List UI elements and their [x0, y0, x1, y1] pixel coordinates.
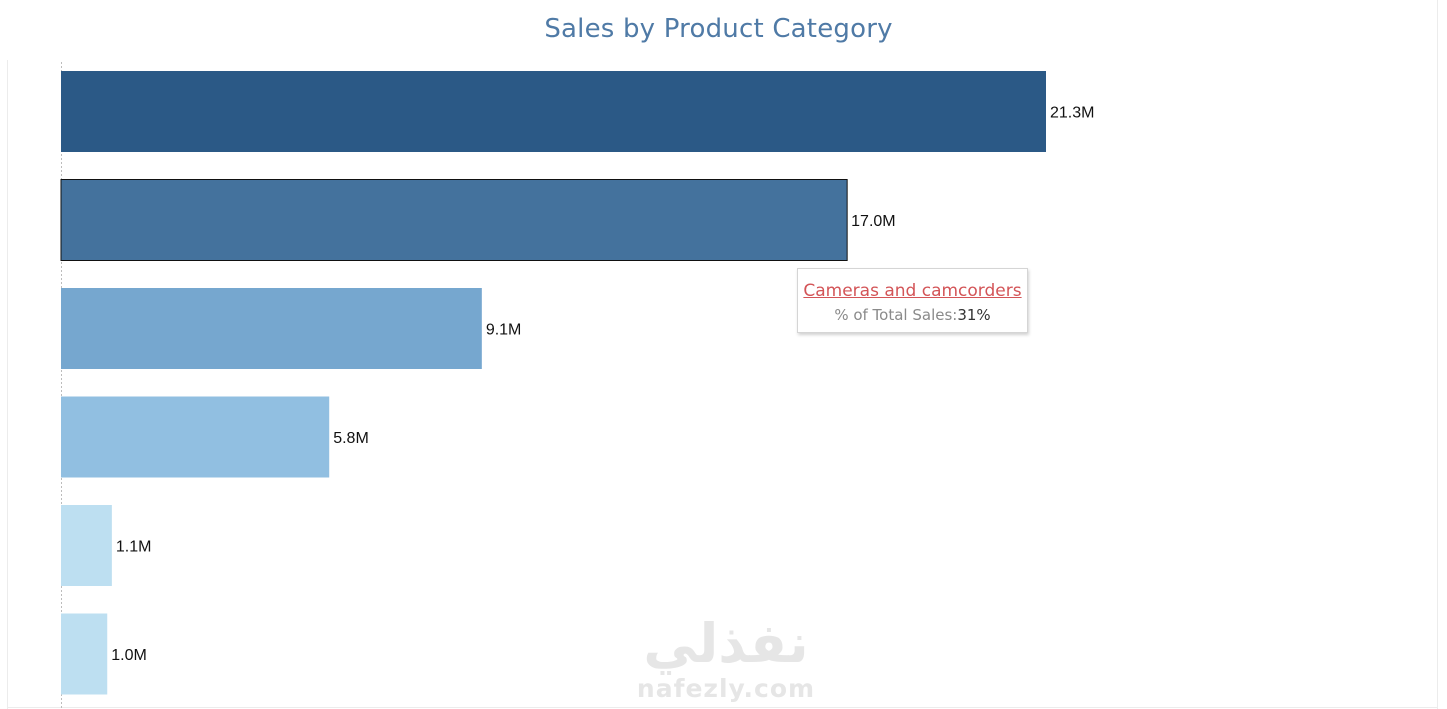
tooltip: Cameras and camcorders % of Total Sales:… [797, 268, 1028, 333]
bar-1[interactable] [61, 71, 1046, 152]
chart-title: Sales by Product Category [544, 14, 893, 44]
bar-5[interactable] [61, 505, 112, 586]
plot-border-right [1437, 0, 1438, 709]
bar-value-label-6: 1.0M [111, 647, 147, 664]
bar-4[interactable] [61, 396, 330, 478]
plot-border-bottom [7, 707, 1438, 708]
bar-value-label-2: 17.0M [851, 213, 895, 230]
bar-value-label-3: 9.1M [486, 322, 522, 339]
tooltip-metric-label: % of Total Sales: [834, 306, 958, 324]
bar-6[interactable] [61, 613, 108, 695]
bar-3[interactable] [61, 288, 482, 369]
tooltip-metric-value: 31% [957, 306, 991, 324]
tooltip-category-link[interactable]: Cameras and camcorders [803, 281, 1022, 301]
plot-border-left [7, 60, 8, 709]
value-labels-group: 21.3M 17.0M 9.1M 5.8M 1.1M 1.0M [111, 105, 1094, 665]
bar-2[interactable] [60, 179, 848, 261]
bar-value-label-1: 21.3M [1050, 105, 1094, 122]
tooltip-metric: % of Total Sales:31% [798, 306, 1027, 324]
bar-value-label-5: 1.1M [116, 539, 152, 556]
bars-group [60, 71, 1046, 695]
bar-value-label-4: 5.8M [333, 430, 369, 447]
